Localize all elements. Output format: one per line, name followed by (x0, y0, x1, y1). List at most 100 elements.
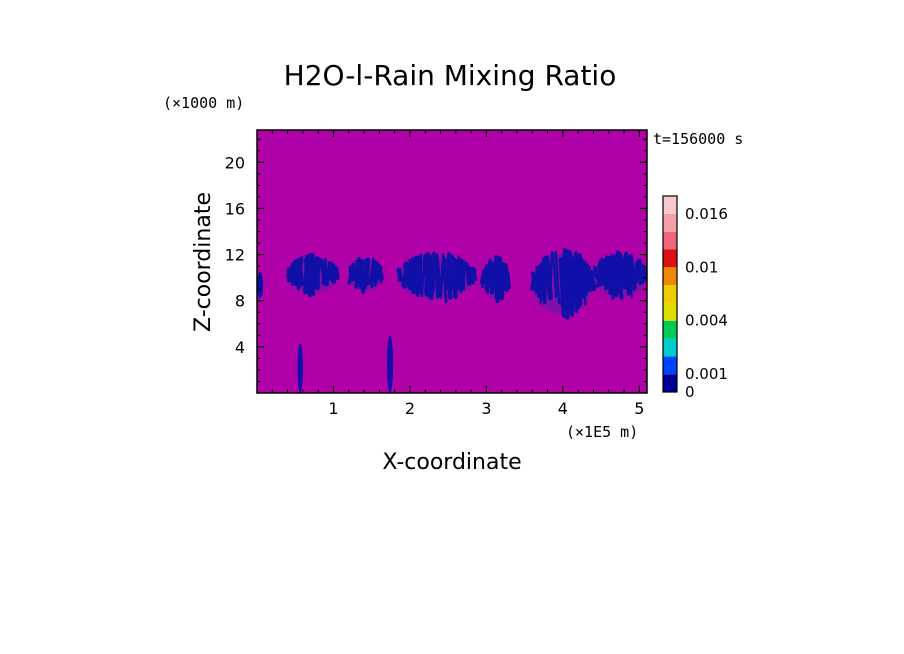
rain-field (257, 247, 647, 393)
rain-region (387, 335, 394, 393)
rain-region (480, 254, 512, 304)
rain-streak (504, 262, 509, 292)
colorbar-swatch (663, 338, 677, 357)
rain-streak (449, 253, 454, 291)
y-tick-label: 8 (235, 292, 245, 311)
x-unit-label: (×1E5 m) (566, 423, 638, 441)
rain-streak (531, 271, 535, 289)
rain-streak (327, 262, 334, 281)
rain-streak (592, 265, 599, 280)
rain-streak (486, 263, 494, 293)
colorbar-label: 0.004 (685, 312, 728, 330)
time-label: t=156000 s (653, 130, 743, 148)
rain-streak (554, 250, 561, 304)
rain-streak (308, 258, 315, 291)
y-unit-label: (×1000 m) (163, 94, 244, 112)
colorbar-swatch (663, 196, 677, 214)
rain-streak (541, 260, 547, 301)
rain-streak (406, 262, 414, 291)
rain-streak (608, 255, 615, 295)
rain-streak (291, 258, 300, 286)
rain-region (347, 256, 384, 294)
y-tick-label: 16 (225, 199, 245, 218)
rain-streak (372, 260, 377, 287)
rain-streak (495, 261, 502, 304)
rain-streak (577, 262, 585, 298)
x-tick-label: 4 (558, 399, 568, 418)
rain-streak (396, 267, 404, 283)
rain-region (297, 343, 303, 393)
colorbar: 00.001 0.004 0.01 0.016 (662, 195, 728, 401)
rain-streak (472, 268, 478, 281)
rain-streak (402, 264, 410, 289)
colorbar-swatch (663, 267, 677, 286)
x-axis: 1 2 3 4 5 (271, 130, 644, 418)
colorbar-swatch (663, 302, 677, 321)
rain-streak (451, 254, 456, 297)
rain-streak (563, 251, 570, 320)
x-tick-label: 3 (481, 399, 491, 418)
rain-streak (331, 263, 337, 284)
rain-streak (461, 260, 466, 291)
rain-streak (433, 254, 442, 297)
rain-region (257, 271, 264, 299)
plot-frame (256, 129, 648, 394)
rain-streak (423, 254, 430, 294)
colorbar-frame (662, 195, 678, 393)
colorbar-label: 0.001 (685, 365, 728, 383)
colorbar-swatch (663, 249, 677, 268)
rain-streak (441, 253, 448, 304)
rain-region (589, 250, 647, 301)
rain-streak (376, 267, 383, 279)
rain-streak (567, 250, 573, 313)
rain-streak (322, 259, 329, 287)
x-axis-title: X-coordinate (382, 450, 521, 475)
rain-streak (458, 257, 463, 293)
x-tick-label: 5 (634, 399, 644, 418)
rain-streak (351, 263, 355, 281)
rain-streak (257, 271, 264, 299)
rain-streak (444, 252, 452, 291)
colorbar-label: 0.016 (685, 205, 728, 223)
rain-streak (632, 261, 639, 291)
rain-streak (368, 262, 375, 286)
rain-streak (534, 265, 541, 294)
colorbar-swatch (663, 356, 677, 375)
plot-area (256, 129, 648, 394)
y-tick-label: 12 (225, 246, 245, 265)
colorbar-label: 0.01 (685, 258, 718, 276)
rain-streak (468, 267, 475, 285)
x-tick-label: 1 (328, 399, 338, 418)
chart-title: H2O-l-Rain Mixing Ratio (284, 59, 617, 92)
rain-streak (354, 256, 361, 289)
rain-streak (289, 266, 293, 280)
rain-streak (335, 266, 340, 279)
rain-streak (364, 258, 368, 284)
rain-streak (304, 254, 309, 287)
rain-streak (297, 257, 305, 286)
rain-streak (408, 258, 414, 285)
y-tick-label: 4 (235, 338, 245, 357)
rain-streak (387, 335, 394, 393)
rain-streak (452, 257, 458, 299)
y-axis: 4 8 12 16 20 (225, 138, 647, 382)
colorbar-swatch (663, 320, 677, 339)
colorbar-swatch (663, 285, 677, 303)
y-axis-title: Z-coordinate (191, 192, 216, 332)
rain-streak (584, 263, 590, 292)
colorbar-swatch (663, 213, 677, 232)
y-tick-label: 20 (225, 153, 245, 172)
rain-streak (410, 257, 416, 289)
rain-streak (575, 256, 581, 298)
colorbar-swatch (663, 231, 677, 250)
colorbar-label: 0 (685, 383, 695, 401)
rain-streak (548, 250, 554, 301)
rain-region (286, 252, 340, 298)
rain-streak (580, 262, 587, 296)
rain-region (396, 251, 478, 304)
rain-streak (602, 258, 607, 285)
rain-streak (297, 343, 303, 393)
rain-streak (624, 251, 629, 290)
rain-streak (480, 269, 486, 285)
